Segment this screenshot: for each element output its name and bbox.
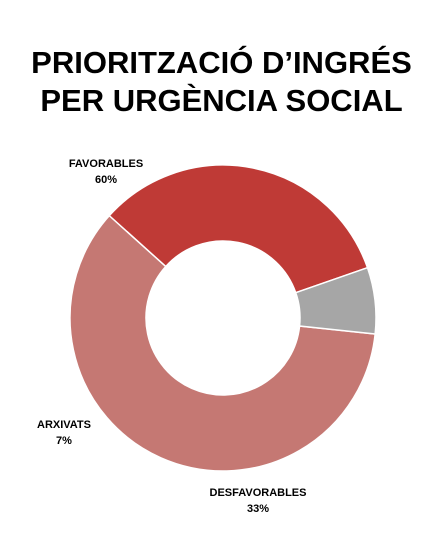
slice-desfavorables — [108, 164, 369, 294]
slice-labels: FAVORABLES 60% DESFAVORABLES 33% ARXIVATS 7% — [37, 158, 306, 515]
donut-slices — [69, 164, 377, 472]
chart-title-line-1: PRIORITZACIÓ D’INGRÉS — [31, 45, 412, 80]
slice-arxivats — [294, 266, 377, 335]
chart-title-line-2: PER URGÈNCIA SOCIAL — [40, 83, 403, 118]
slice-favorables — [69, 214, 376, 472]
slice-label-arxivats: ARXIVATS — [37, 419, 91, 431]
slice-label-favorables: FAVORABLES — [69, 158, 143, 170]
slice-value-arxivats: 7% — [56, 435, 72, 447]
slice-value-desfavorables: 33% — [247, 503, 269, 515]
slice-label-desfavorables: DESFAVORABLES — [210, 487, 307, 499]
chart-title: PRIORITZACIÓ D’INGRÉS PER URGÈNCIA SOCIA… — [0, 44, 443, 120]
slice-value-favorables: 60% — [95, 174, 117, 186]
